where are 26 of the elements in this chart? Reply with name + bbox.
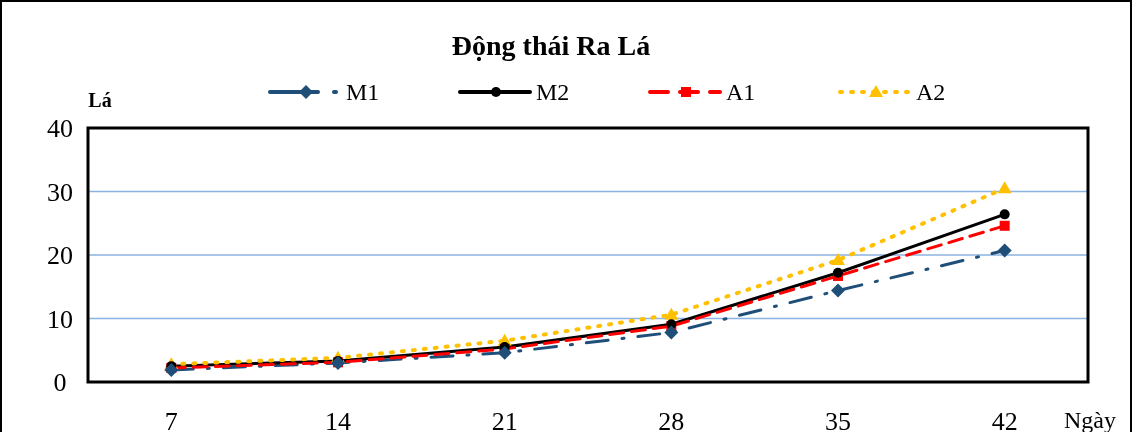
y-tick-label: 20 xyxy=(47,241,73,270)
point xyxy=(999,220,1010,231)
point xyxy=(997,181,1012,194)
y-tick-label: 10 xyxy=(47,304,73,334)
y-axis-title: Lá xyxy=(88,89,112,111)
legend-label: A2 xyxy=(916,79,946,105)
x-tick-label: 42 xyxy=(991,407,1018,432)
point xyxy=(664,307,679,320)
y-tick-label: 40 xyxy=(47,114,73,143)
chart-title: Động thái Ra Lá xyxy=(451,30,651,61)
point xyxy=(999,209,1010,220)
x-tick-label: 35 xyxy=(825,407,851,432)
x-tick-label: 28 xyxy=(658,407,685,432)
y-tick-label: 0 xyxy=(53,368,67,397)
legend-label: M1 xyxy=(346,79,380,105)
point xyxy=(497,345,512,360)
x-tick-label: 14 xyxy=(325,407,351,432)
legend-label: A1 xyxy=(726,79,756,105)
y-tick-label: 30 xyxy=(47,177,73,207)
x-tick-label: 7 xyxy=(164,407,178,432)
point xyxy=(831,283,845,298)
x-tick-label: 21 xyxy=(491,407,518,432)
legend-label: M2 xyxy=(536,79,570,105)
point xyxy=(997,243,1012,258)
point xyxy=(664,325,679,340)
point xyxy=(831,253,845,266)
